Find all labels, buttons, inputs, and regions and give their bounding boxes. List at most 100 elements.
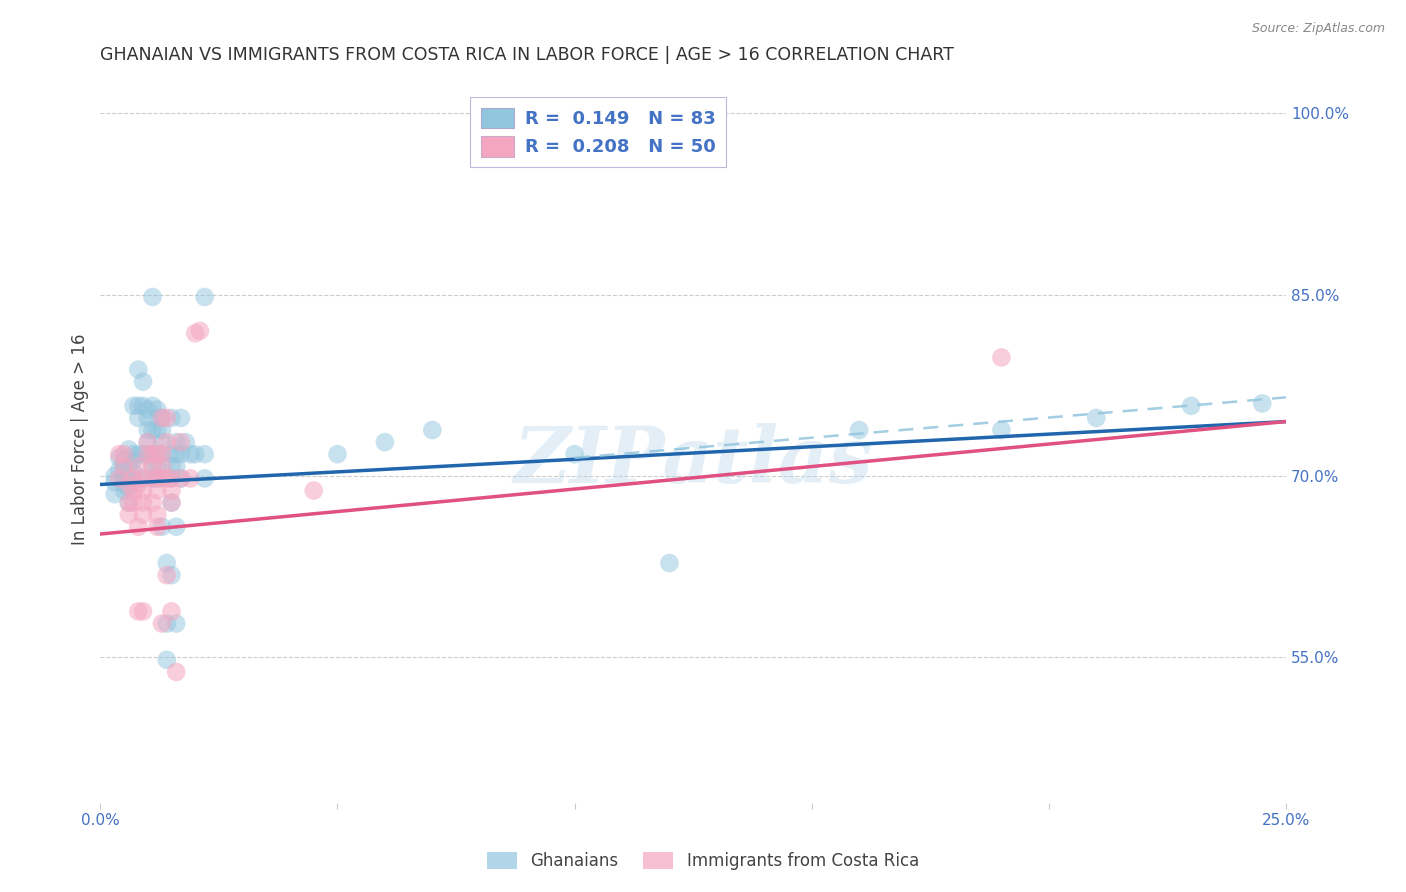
- Point: [326, 447, 349, 461]
- Point: [103, 487, 125, 501]
- Point: [160, 471, 183, 485]
- Point: [136, 435, 159, 450]
- Point: [146, 471, 169, 485]
- Point: [141, 471, 163, 485]
- Point: [118, 508, 141, 522]
- Point: [136, 447, 159, 461]
- Point: [132, 483, 155, 498]
- Point: [141, 495, 163, 509]
- Point: [188, 324, 211, 338]
- Point: [194, 290, 217, 304]
- Point: [141, 459, 163, 474]
- Text: GHANAIAN VS IMMIGRANTS FROM COSTA RICA IN LABOR FORCE | AGE > 16 CORRELATION CHA: GHANAIAN VS IMMIGRANTS FROM COSTA RICA I…: [100, 46, 955, 64]
- Point: [160, 483, 183, 498]
- Point: [108, 450, 131, 465]
- Point: [122, 471, 145, 485]
- Point: [141, 399, 163, 413]
- Point: [150, 423, 173, 437]
- Point: [103, 469, 125, 483]
- Point: [132, 508, 155, 522]
- Point: [141, 290, 163, 304]
- Text: ZIPatlas: ZIPatlas: [513, 423, 873, 500]
- Point: [658, 556, 681, 570]
- Point: [127, 362, 149, 376]
- Point: [118, 481, 141, 495]
- Point: [122, 495, 145, 509]
- Point: [420, 423, 443, 437]
- Point: [141, 447, 163, 461]
- Point: [112, 471, 135, 485]
- Point: [165, 616, 187, 631]
- Point: [132, 399, 155, 413]
- Point: [118, 477, 141, 491]
- Point: [374, 435, 396, 450]
- Point: [127, 520, 149, 534]
- Point: [150, 411, 173, 425]
- Point: [141, 447, 163, 461]
- Point: [132, 471, 155, 485]
- Point: [103, 475, 125, 489]
- Point: [127, 477, 149, 491]
- Point: [146, 459, 169, 474]
- Point: [156, 556, 179, 570]
- Point: [170, 471, 193, 485]
- Point: [112, 459, 135, 474]
- Point: [184, 447, 207, 461]
- Point: [156, 616, 179, 631]
- Point: [1085, 411, 1108, 425]
- Point: [165, 665, 187, 679]
- Point: [127, 411, 149, 425]
- Point: [108, 471, 131, 485]
- Point: [194, 447, 217, 461]
- Point: [141, 471, 163, 485]
- Point: [160, 495, 183, 509]
- Point: [122, 471, 145, 485]
- Point: [848, 423, 870, 437]
- Point: [108, 463, 131, 477]
- Point: [132, 604, 155, 618]
- Point: [165, 435, 187, 450]
- Point: [160, 604, 183, 618]
- Point: [160, 495, 183, 509]
- Point: [141, 423, 163, 437]
- Point: [146, 411, 169, 425]
- Legend: Ghanaians, Immigrants from Costa Rica: Ghanaians, Immigrants from Costa Rica: [481, 845, 925, 877]
- Point: [122, 466, 145, 480]
- Point: [136, 411, 159, 425]
- Point: [127, 399, 149, 413]
- Point: [146, 508, 169, 522]
- Point: [146, 402, 169, 417]
- Point: [160, 459, 183, 474]
- Point: [160, 568, 183, 582]
- Point: [122, 483, 145, 498]
- Point: [146, 483, 169, 498]
- Point: [990, 351, 1012, 365]
- Point: [122, 453, 145, 467]
- Point: [194, 471, 217, 485]
- Point: [136, 447, 159, 461]
- Point: [150, 447, 173, 461]
- Point: [108, 447, 131, 461]
- Point: [150, 411, 173, 425]
- Point: [122, 399, 145, 413]
- Point: [564, 447, 586, 461]
- Legend: R =  0.149   N = 83, R =  0.208   N = 50: R = 0.149 N = 83, R = 0.208 N = 50: [471, 97, 725, 168]
- Point: [112, 459, 135, 474]
- Point: [302, 483, 325, 498]
- Point: [165, 459, 187, 474]
- Point: [146, 447, 169, 461]
- Point: [132, 471, 155, 485]
- Point: [132, 375, 155, 389]
- Point: [118, 459, 141, 474]
- Point: [127, 459, 149, 474]
- Point: [990, 423, 1012, 437]
- Point: [132, 495, 155, 509]
- Point: [146, 447, 169, 461]
- Point: [146, 520, 169, 534]
- Point: [132, 447, 155, 461]
- Point: [179, 471, 201, 485]
- Point: [150, 435, 173, 450]
- Point: [156, 411, 179, 425]
- Point: [165, 520, 187, 534]
- Point: [118, 471, 141, 485]
